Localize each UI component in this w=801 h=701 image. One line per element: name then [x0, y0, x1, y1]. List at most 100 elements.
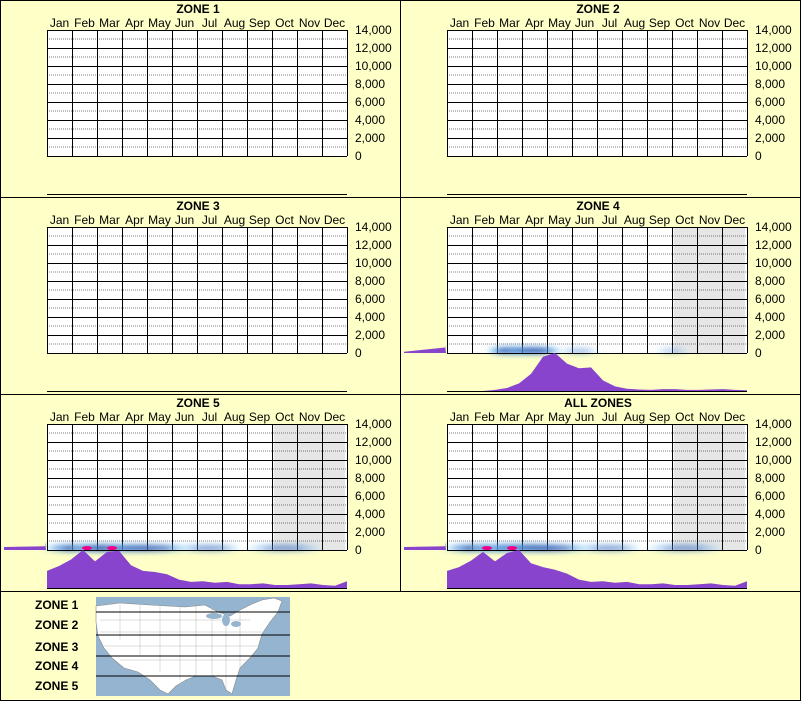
density-peak: [507, 546, 517, 551]
month-tick-label: Dec: [724, 16, 745, 30]
elevation-histogram: [404, 542, 446, 550]
panel-3: ZONE 3 Jan Feb Mar Apr May Jun Jul Aug Sep Oct Nov D…: [47, 199, 392, 392]
month-tick-label: Oct: [675, 213, 694, 227]
month-tick-label: Mar: [99, 16, 120, 30]
y-tick-label: 12,000: [355, 41, 392, 55]
month-tick-label: Jan: [450, 213, 469, 227]
y-tick-label: 8,000: [355, 77, 385, 91]
panel-4: ZONE 4 Jan Feb Mar Apr May Jun Jul Aug Sep Oct Nov D…: [404, 199, 792, 392]
month-tick-label: Jan: [50, 213, 69, 227]
month-tick-label: Feb: [474, 213, 495, 227]
month-tick-label: May: [548, 213, 571, 227]
month-tick-label: Sep: [649, 410, 671, 424]
month-tick-label: Dec: [324, 213, 345, 227]
y-tick-label: 4,000: [355, 113, 385, 127]
month-tick-label: Sep: [249, 213, 271, 227]
y-tick-label: 0: [755, 543, 762, 557]
y-tick-label: 0: [355, 543, 362, 557]
month-tick-label: Sep: [249, 16, 271, 30]
density-core: [263, 545, 306, 551]
y-tick-label: 8,000: [755, 77, 785, 91]
month-tick-label: May: [548, 410, 571, 424]
month-tick-label: Apr: [125, 213, 144, 227]
month-tick-label: Mar: [499, 16, 520, 30]
y-tick-label: 12,000: [355, 238, 392, 252]
month-tick-label: Sep: [649, 213, 671, 227]
month-tick-label: Jun: [575, 213, 594, 227]
y-tick-label: 8,000: [355, 471, 385, 485]
y-tick-label: 8,000: [755, 274, 785, 288]
y-tick-label: 14,000: [755, 220, 792, 234]
month-tick-label: Apr: [125, 16, 144, 30]
density-core: [192, 545, 227, 551]
month-tick-label: Jul: [602, 213, 617, 227]
month-tick-label: May: [148, 410, 171, 424]
y-tick-label: 2,000: [755, 131, 785, 145]
y-tick-label: 14,000: [755, 23, 792, 37]
month-tick-label: Mar: [499, 410, 520, 424]
month-tick-label: May: [548, 16, 571, 30]
month-tick-label: Dec: [324, 410, 345, 424]
y-tick-label: 14,000: [355, 220, 392, 234]
month-tick-label: Apr: [525, 16, 544, 30]
month-tick-label: Nov: [299, 213, 320, 227]
elevation-histogram: [404, 345, 446, 353]
y-tick-label: 4,000: [355, 310, 385, 324]
panel-6: ALL ZONES Jan Feb Mar Apr May Jun Jul Aug Sep Oct N…: [404, 396, 792, 589]
month-histogram: [447, 550, 747, 588]
panel-2: ZONE 2 Jan Feb Mar Apr May Jun Jul Aug Sep Oct Nov D…: [447, 2, 792, 195]
month-tick-label: Feb: [74, 16, 95, 30]
y-tick-label: 12,000: [355, 435, 392, 449]
legend-zone-label: ZONE 3: [35, 640, 79, 654]
y-tick-label: 2,000: [755, 525, 785, 539]
month-tick-label: Jul: [202, 410, 217, 424]
month-tick-label: Apr: [525, 213, 544, 227]
y-tick-label: 12,000: [755, 435, 792, 449]
panel-1: ZONE 1 Jan Feb Mar Apr May Jun Jul Aug Sep Oct Nov D…: [47, 2, 392, 195]
map-lake: [231, 621, 241, 627]
panel-title: ALL ZONES: [564, 396, 632, 410]
month-tick-label: Aug: [624, 213, 645, 227]
y-tick-label: 4,000: [755, 310, 785, 324]
month-tick-label: Dec: [724, 213, 745, 227]
month-tick-label: Jul: [202, 16, 217, 30]
y-tick-label: 0: [755, 346, 762, 360]
y-tick-label: 10,000: [355, 256, 392, 270]
y-tick-label: 10,000: [755, 256, 792, 270]
y-tick-label: 4,000: [755, 507, 785, 521]
density-layer: [487, 346, 688, 356]
y-tick-label: 8,000: [755, 471, 785, 485]
y-tick-label: 10,000: [755, 59, 792, 73]
month-tick-label: Jun: [175, 16, 194, 30]
month-tick-label: Oct: [275, 213, 294, 227]
density-peak: [82, 546, 92, 551]
month-tick-label: May: [148, 213, 171, 227]
month-tick-label: Feb: [474, 16, 495, 30]
month-tick-label: Jan: [450, 16, 469, 30]
y-tick-label: 14,000: [355, 23, 392, 37]
y-tick-label: 2,000: [355, 525, 385, 539]
y-tick-label: 6,000: [755, 489, 785, 503]
panel-title: ZONE 4: [576, 199, 620, 213]
y-tick-label: 6,000: [355, 489, 385, 503]
month-tick-label: Jul: [202, 213, 217, 227]
y-tick-label: 14,000: [355, 417, 392, 431]
month-tick-label: Jan: [50, 410, 69, 424]
y-tick-label: 10,000: [355, 59, 392, 73]
legend-zone-label: ZONE 1: [35, 598, 79, 612]
y-tick-label: 2,000: [355, 328, 385, 342]
month-histogram: [47, 550, 347, 588]
month-tick-label: Jun: [175, 213, 194, 227]
month-tick-label: Feb: [74, 410, 95, 424]
month-tick-label: Dec: [724, 410, 745, 424]
zone-legend: ZONE 1 ZONE 2 ZONE 3 ZONE 4 ZONE 5: [35, 598, 79, 693]
density-core: [663, 545, 706, 551]
density-core: [522, 545, 572, 551]
month-tick-label: Nov: [699, 16, 720, 30]
panel-title: ZONE 1: [176, 2, 220, 16]
month-tick-label: Aug: [224, 16, 245, 30]
month-tick-label: Jun: [175, 410, 194, 424]
y-tick-label: 0: [355, 149, 362, 163]
y-tick-label: 0: [755, 149, 762, 163]
